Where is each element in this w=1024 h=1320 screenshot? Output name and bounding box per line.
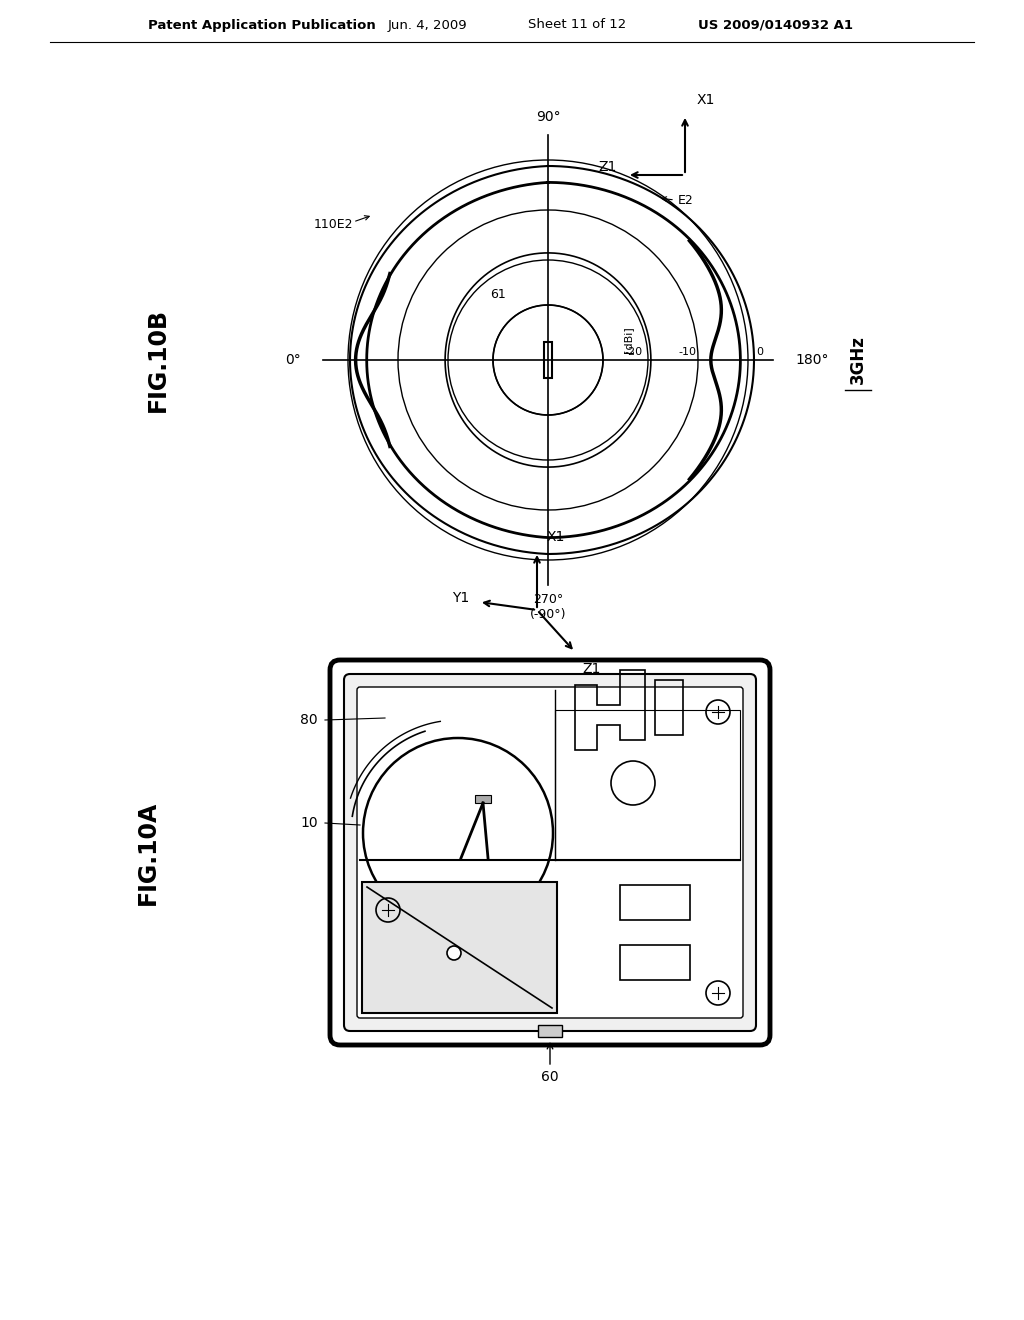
Circle shape xyxy=(447,946,461,960)
Text: X1: X1 xyxy=(547,531,565,544)
Text: US 2009/0140932 A1: US 2009/0140932 A1 xyxy=(698,18,853,32)
Text: 3GHz: 3GHz xyxy=(849,335,867,384)
Text: [dBi]: [dBi] xyxy=(623,326,633,354)
Text: FIG.10B: FIG.10B xyxy=(146,308,170,412)
Bar xyxy=(620,884,690,920)
Text: X1: X1 xyxy=(697,92,716,107)
Text: E2: E2 xyxy=(678,194,693,206)
Text: 10: 10 xyxy=(300,816,318,830)
Text: 110E2: 110E2 xyxy=(313,219,353,231)
Text: FIG.10A: FIG.10A xyxy=(136,801,160,906)
Bar xyxy=(538,1026,562,1038)
Text: -10: -10 xyxy=(678,347,696,356)
Text: 0°: 0° xyxy=(286,352,301,367)
Bar xyxy=(655,680,683,735)
Text: 0: 0 xyxy=(756,347,763,356)
Text: 90°: 90° xyxy=(536,110,560,124)
FancyBboxPatch shape xyxy=(357,686,743,1018)
Text: 60: 60 xyxy=(542,1071,559,1084)
Bar xyxy=(475,795,490,803)
Text: Sheet 11 of 12: Sheet 11 of 12 xyxy=(528,18,627,32)
Text: -20: -20 xyxy=(625,347,643,356)
FancyBboxPatch shape xyxy=(330,660,770,1045)
Text: 270°
(-90°): 270° (-90°) xyxy=(529,593,566,620)
Text: 61: 61 xyxy=(490,289,506,301)
Text: Z1: Z1 xyxy=(599,160,617,174)
Text: 180°: 180° xyxy=(795,352,828,367)
Text: Patent Application Publication: Patent Application Publication xyxy=(148,18,376,32)
FancyBboxPatch shape xyxy=(344,675,756,1031)
Bar xyxy=(544,342,552,378)
Text: 80: 80 xyxy=(300,713,318,727)
Bar xyxy=(362,882,557,1012)
Bar xyxy=(620,945,690,979)
Text: Z1: Z1 xyxy=(582,663,600,676)
Text: Jun. 4, 2009: Jun. 4, 2009 xyxy=(388,18,468,32)
Bar xyxy=(555,710,740,861)
Text: Y1: Y1 xyxy=(452,591,469,605)
